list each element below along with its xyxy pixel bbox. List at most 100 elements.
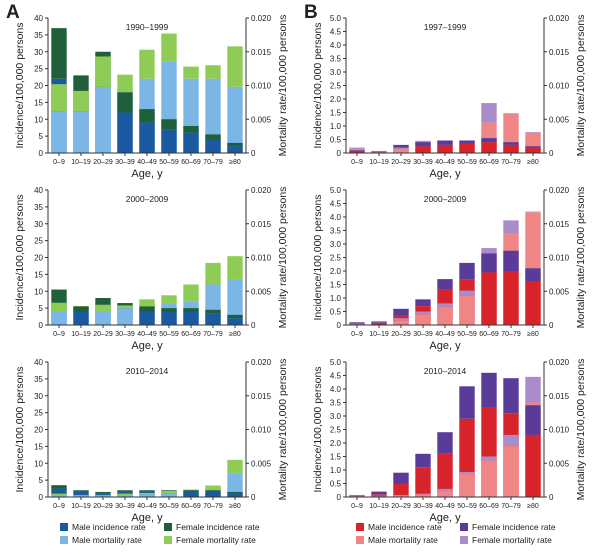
- left-y-axis-label: Incidence/100,000 persons: [14, 366, 26, 492]
- left-tick-label: 0.5: [330, 136, 342, 145]
- left-tick-label: 2.0: [330, 267, 342, 276]
- bar-female-incidence: [73, 306, 89, 312]
- bar-female-incidence: [525, 268, 541, 282]
- bar-male-mortality: [227, 279, 243, 325]
- bar-female-incidence: [205, 134, 221, 140]
- bar-male-mortality: [437, 306, 453, 325]
- legend-swatch: [60, 536, 68, 544]
- bar-female-mortality: [227, 459, 243, 474]
- bar-female-incidence: [481, 138, 497, 143]
- bar-female-mortality: [205, 262, 221, 285]
- bar-female-mortality: [459, 290, 475, 296]
- x-tick-label: 0–9: [351, 503, 363, 510]
- bar-male-incidence: [503, 144, 519, 153]
- right-tick-label: 0: [251, 493, 256, 502]
- x-tick-label: 0–9: [53, 159, 65, 166]
- left-tick-label: 40: [34, 186, 43, 195]
- bar-male-mortality: [117, 308, 133, 325]
- bar-male-mortality: [393, 320, 409, 325]
- bar-female-mortality: [371, 151, 387, 153]
- bar-female-mortality: [139, 49, 155, 79]
- right-tick-label: 0.015: [549, 48, 570, 57]
- bar-male-incidence: [73, 491, 89, 497]
- x-tick-label: 70–79: [501, 503, 521, 510]
- bar-female-mortality: [139, 492, 155, 495]
- bar-female-incidence: [393, 308, 409, 316]
- bar-female-incidence: [183, 126, 199, 133]
- bar-female-mortality: [349, 147, 365, 150]
- left-tick-label: 3.0: [330, 412, 342, 421]
- bar-male-incidence: [227, 493, 243, 497]
- right-y-axis-label: Mortality rate/100,000 persons: [277, 15, 289, 157]
- x-tick-label: 20–29: [93, 331, 113, 338]
- bar-female-incidence: [459, 262, 475, 280]
- bar-male-incidence: [437, 144, 453, 153]
- bar-female-mortality: [51, 84, 67, 112]
- bar-female-incidence: [525, 405, 541, 435]
- left-tick-label: 4.0: [330, 385, 342, 394]
- bar-male-mortality: [415, 314, 431, 325]
- right-tick-label: 0.005: [549, 459, 570, 468]
- left-tick-label: 30: [34, 48, 43, 57]
- bar-female-incidence: [227, 314, 243, 319]
- bar-female-incidence: [139, 490, 155, 492]
- x-tick-label: 60–69: [181, 159, 201, 166]
- left-tick-label: 35: [34, 31, 43, 40]
- bar-female-mortality: [183, 284, 199, 302]
- chart-1: 0 5 10 15 20 25 30 35 40 0 0.005 0.010 0.015 0.020 0–9…: [14, 14, 289, 180]
- right-y-axis-label: Mortality rate/100,000 persons: [277, 187, 289, 329]
- left-tick-label: 3.5: [330, 399, 342, 408]
- x-tick-label: 40–49: [435, 503, 455, 510]
- bar-female-incidence: [51, 28, 67, 79]
- bar-female-mortality: [139, 299, 155, 309]
- bar-female-incidence: [51, 485, 67, 489]
- x-axis-label: Age, y: [131, 340, 163, 352]
- bar-female-mortality: [525, 132, 541, 133]
- bar-female-mortality: [73, 90, 89, 112]
- left-tick-label: 10: [34, 459, 43, 468]
- x-tick-label: 30–39: [413, 331, 433, 338]
- chart-2: 0 5 10 15 20 25 30 35 40 0 0.005 0.010 0.015 0.020 0–9…: [14, 186, 289, 352]
- left-tick-label: 30: [34, 220, 43, 229]
- right-tick-label: 0.015: [251, 220, 272, 229]
- bar-male-incidence: [227, 146, 243, 153]
- bar-female-incidence: [73, 490, 89, 492]
- bar-male-mortality: [459, 295, 475, 325]
- bar-female-mortality: [117, 305, 133, 309]
- x-tick-label: 40–49: [137, 331, 157, 338]
- bar-female-mortality: [459, 472, 475, 475]
- bar-female-mortality: [415, 493, 431, 495]
- left-tick-label: 20: [34, 254, 43, 263]
- x-tick-label: 0–9: [351, 331, 363, 338]
- x-tick-label: 60–69: [479, 331, 499, 338]
- bar-female-mortality: [371, 320, 387, 323]
- left-tick-label: 5: [39, 476, 44, 485]
- chart-5: 0 0.5 1.0 1.5 2.0 2.5 3.0 3.5 4.0 4.5 5.0 0 0.005 0.0…: [312, 186, 587, 352]
- left-tick-label: 0: [39, 493, 44, 502]
- bar-male-incidence: [459, 143, 475, 153]
- bar-male-incidence: [117, 112, 133, 153]
- x-tick-label: 20–29: [93, 159, 113, 166]
- bar-male-incidence: [525, 147, 541, 153]
- bar-female-incidence: [139, 109, 155, 123]
- legend-swatch: [60, 523, 68, 531]
- panel-label-b: B: [304, 2, 318, 23]
- x-tick-label: ≥80: [527, 159, 539, 166]
- left-tick-label: 0: [337, 149, 342, 158]
- left-tick-label: 25: [34, 409, 43, 418]
- bar-female-mortality: [227, 256, 243, 280]
- right-tick-label: 0.020: [549, 358, 570, 367]
- x-tick-label: 70–79: [501, 331, 521, 338]
- bar-female-mortality: [51, 302, 67, 312]
- right-y-axis-label: Mortality rate/100,000 persons: [575, 187, 587, 329]
- chart-title: 2010–2014: [424, 366, 467, 376]
- left-tick-label: 3.5: [330, 227, 342, 236]
- x-axis-label: Age, y: [429, 168, 461, 180]
- left-tick-label: 0: [337, 321, 342, 330]
- bar-male-mortality: [227, 86, 243, 153]
- left-tick-label: 20: [34, 426, 43, 435]
- x-tick-label: 60–69: [181, 331, 201, 338]
- right-tick-label: 0.005: [251, 115, 272, 124]
- bar-female-incidence: [371, 491, 387, 495]
- right-tick-label: 0.015: [549, 392, 570, 401]
